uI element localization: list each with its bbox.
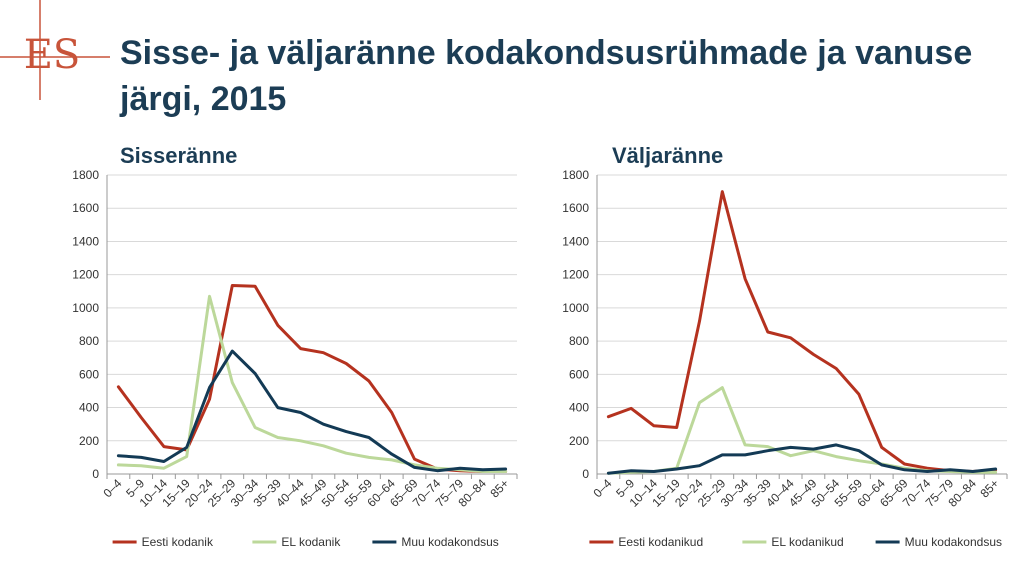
legend-label: EL kodanikud xyxy=(771,535,843,549)
legend-label: Eesti kodanik xyxy=(142,535,214,549)
legend-label: EL kodanik xyxy=(281,535,341,549)
y-tick-label: 400 xyxy=(79,401,99,415)
logo: ES xyxy=(0,0,110,100)
y-tick-label: 1400 xyxy=(72,234,99,248)
logo-text: ES xyxy=(24,32,81,78)
series-line-2 xyxy=(606,386,998,475)
y-tick-label: 1400 xyxy=(562,234,589,248)
x-tick-label: 0–4 xyxy=(100,476,124,500)
y-tick-label: 800 xyxy=(79,334,99,348)
y-tick-label: 400 xyxy=(569,401,589,415)
chart-immigration: 0200400600800100012001400160018000–45–91… xyxy=(72,168,518,549)
page-title: Sisse- ja väljaränne kodakondsusrühmade … xyxy=(120,34,973,118)
series-line-2 xyxy=(116,294,508,473)
y-tick-label: 1000 xyxy=(72,301,99,315)
y-tick-label: 200 xyxy=(79,434,99,448)
y-tick-label: 1200 xyxy=(72,268,99,282)
series-line-3 xyxy=(606,443,998,475)
legend-label: Eesti kodanikud xyxy=(618,535,703,549)
legend-label: Muu kodakondsus xyxy=(905,535,1002,549)
x-tick-label: 85+ xyxy=(977,476,1001,500)
y-tick-label: 800 xyxy=(569,334,589,348)
y-tick-label: 1000 xyxy=(562,301,589,315)
y-tick-label: 1600 xyxy=(72,201,99,215)
y-tick-label: 600 xyxy=(569,367,589,381)
y-tick-label: 1600 xyxy=(562,201,589,215)
y-tick-label: 1800 xyxy=(562,168,589,182)
x-tick-label: 0–4 xyxy=(590,476,614,500)
series-line-1 xyxy=(606,190,998,473)
y-tick-label: 0 xyxy=(582,467,589,481)
y-tick-label: 200 xyxy=(569,434,589,448)
legend-label: Muu kodakondsus xyxy=(401,535,498,549)
series-line-3 xyxy=(116,349,508,473)
y-tick-label: 600 xyxy=(79,367,99,381)
panel-title-immigration: Sisseränne xyxy=(120,143,238,168)
chart-emigration: 0200400600800100012001400160018000–45–91… xyxy=(562,168,1008,549)
y-tick-label: 1200 xyxy=(562,268,589,282)
y-tick-label: 1800 xyxy=(72,168,99,182)
y-tick-label: 0 xyxy=(92,467,99,481)
panel-title-emigration: Väljaränne xyxy=(612,143,724,168)
